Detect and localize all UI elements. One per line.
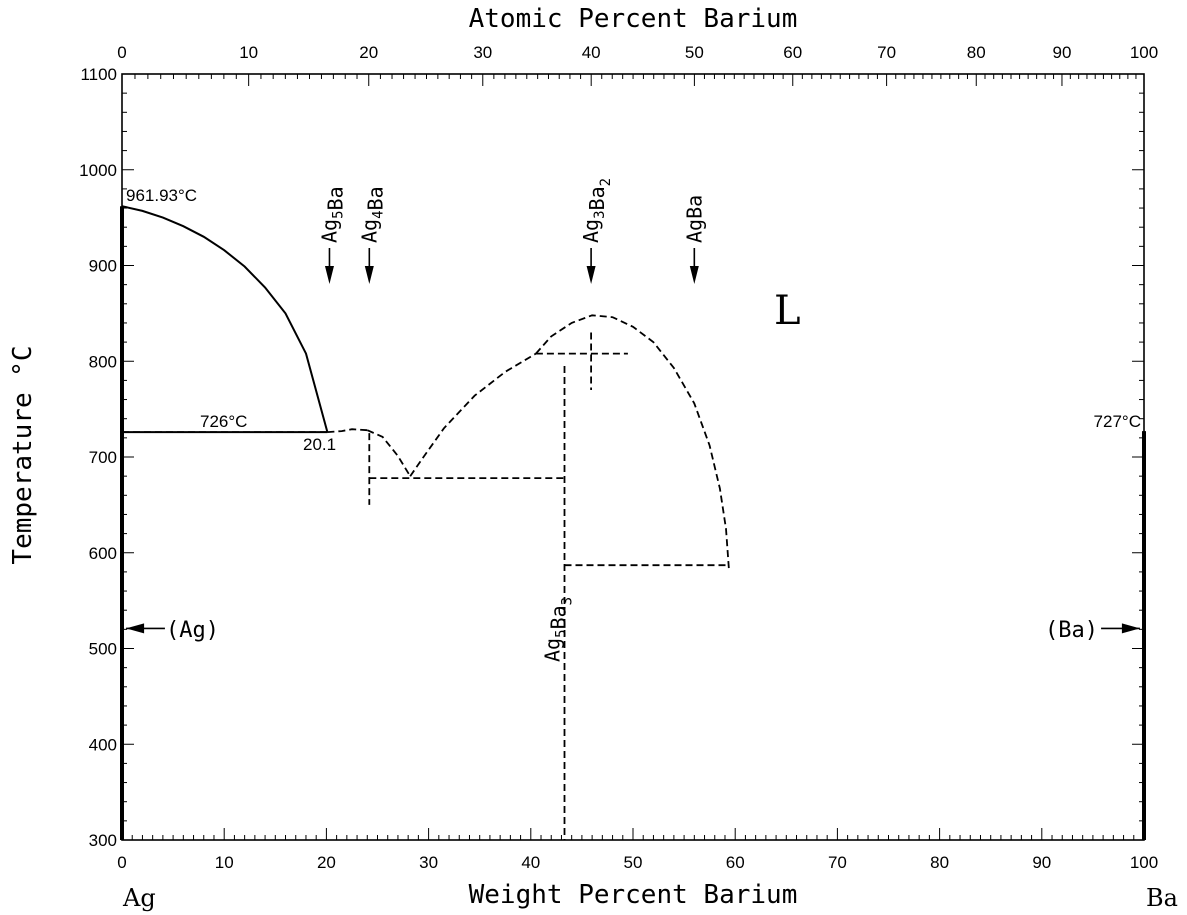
bottom-tick-label: 100 [1130,853,1158,872]
y-tick-label: 600 [89,544,117,563]
compound-labels: Ag5Ba Ag4Ba Ag3Ba2 AgBa Ag5Ba3 [317,178,706,662]
eutectic-comp-label: 20.1 [303,435,336,454]
compound-label-0: Ag5Ba [317,186,347,243]
ba-transition-label: 727°C [1094,412,1141,431]
tick-labels: 0 10 20 30 40 50 60 70 80 90 1000 10 20 30 40 50 60 70 80 9… [79,43,1158,872]
top-tick-label: 40 [582,43,601,62]
arrows [126,623,1140,634]
y-tick-label: 1000 [79,161,117,180]
top-tick-label: 80 [967,43,986,62]
left-element-label: Ag [122,884,156,912]
bottom-tick-label: 50 [624,853,643,872]
tick-marks [121,73,1145,841]
y-tick-label: 800 [89,352,117,371]
y-axis-label: Temperature °C [8,345,38,564]
y-tick-label: 400 [89,735,117,754]
top-tick-label: 90 [1053,43,1072,62]
bottom-tick-label: 30 [419,853,438,872]
ba-solid-label: (Ba) [1045,618,1098,643]
ag-melting-label: 961.93°C [126,186,197,205]
top-tick-label: 70 [877,43,896,62]
y-tick-label: 900 [89,257,117,276]
y-tick-label: 300 [89,831,117,850]
compound-arrow-head [586,266,596,284]
bottom-tick-label: 40 [521,853,540,872]
y-tick-label: 1100 [80,65,117,84]
bottom-tick-label: 10 [215,853,234,872]
top-tick-label: 20 [359,43,378,62]
ba-solid-arrow-head [1121,623,1140,634]
top-tick-label: 100 [1130,43,1158,62]
liquid-region-label: L [774,288,801,334]
bottom-tick-label: 80 [930,853,949,872]
right-element-label: Ba [1146,884,1178,912]
bottom-tick-label: 60 [726,853,745,872]
top-tick-label: 50 [685,43,704,62]
ag5ba3-liquidus-line [409,352,537,477]
top-tick-label: 30 [473,43,492,62]
compound-label-1: Ag4Ba [357,186,387,243]
eutectic-temp-label: 726°C [200,412,247,431]
top-tick-label: 60 [783,43,802,62]
compound-label-2: Ag3Ba2 [579,178,614,243]
ag4ba-liquidus-line [366,429,411,477]
compound-arrow-head [364,266,374,284]
bottom-tick-label: 20 [317,853,336,872]
top-tick-label: 10 [239,43,258,62]
bottom-tick-label: 0 [117,853,126,872]
bottom-tick-label: 70 [828,853,847,872]
top-tick-label: 0 [117,43,126,62]
y-tick-label: 500 [89,640,117,659]
compound-arrow-head [689,266,699,284]
bottom-tick-label: 90 [1032,853,1051,872]
compound-arrow-head [324,266,334,284]
bottom-axis-label: Weight Percent Barium [469,880,798,910]
ag-solid-label: (Ag) [166,618,219,643]
plot-frame [121,73,1145,841]
ag3ba2-liquidus-line [535,314,730,572]
ag-solid-arrow-head [126,623,145,634]
compound-label-3: AgBa [682,195,706,243]
compound-label-vertical: Ag5Ba3 [541,597,576,662]
ag5ba-liquidus-line [327,428,368,433]
y-tick-label: 700 [89,448,117,467]
top-axis-label: Atomic Percent Barium [469,4,798,34]
liquidus-ag-line [121,205,329,433]
phase-lines [120,205,1146,840]
